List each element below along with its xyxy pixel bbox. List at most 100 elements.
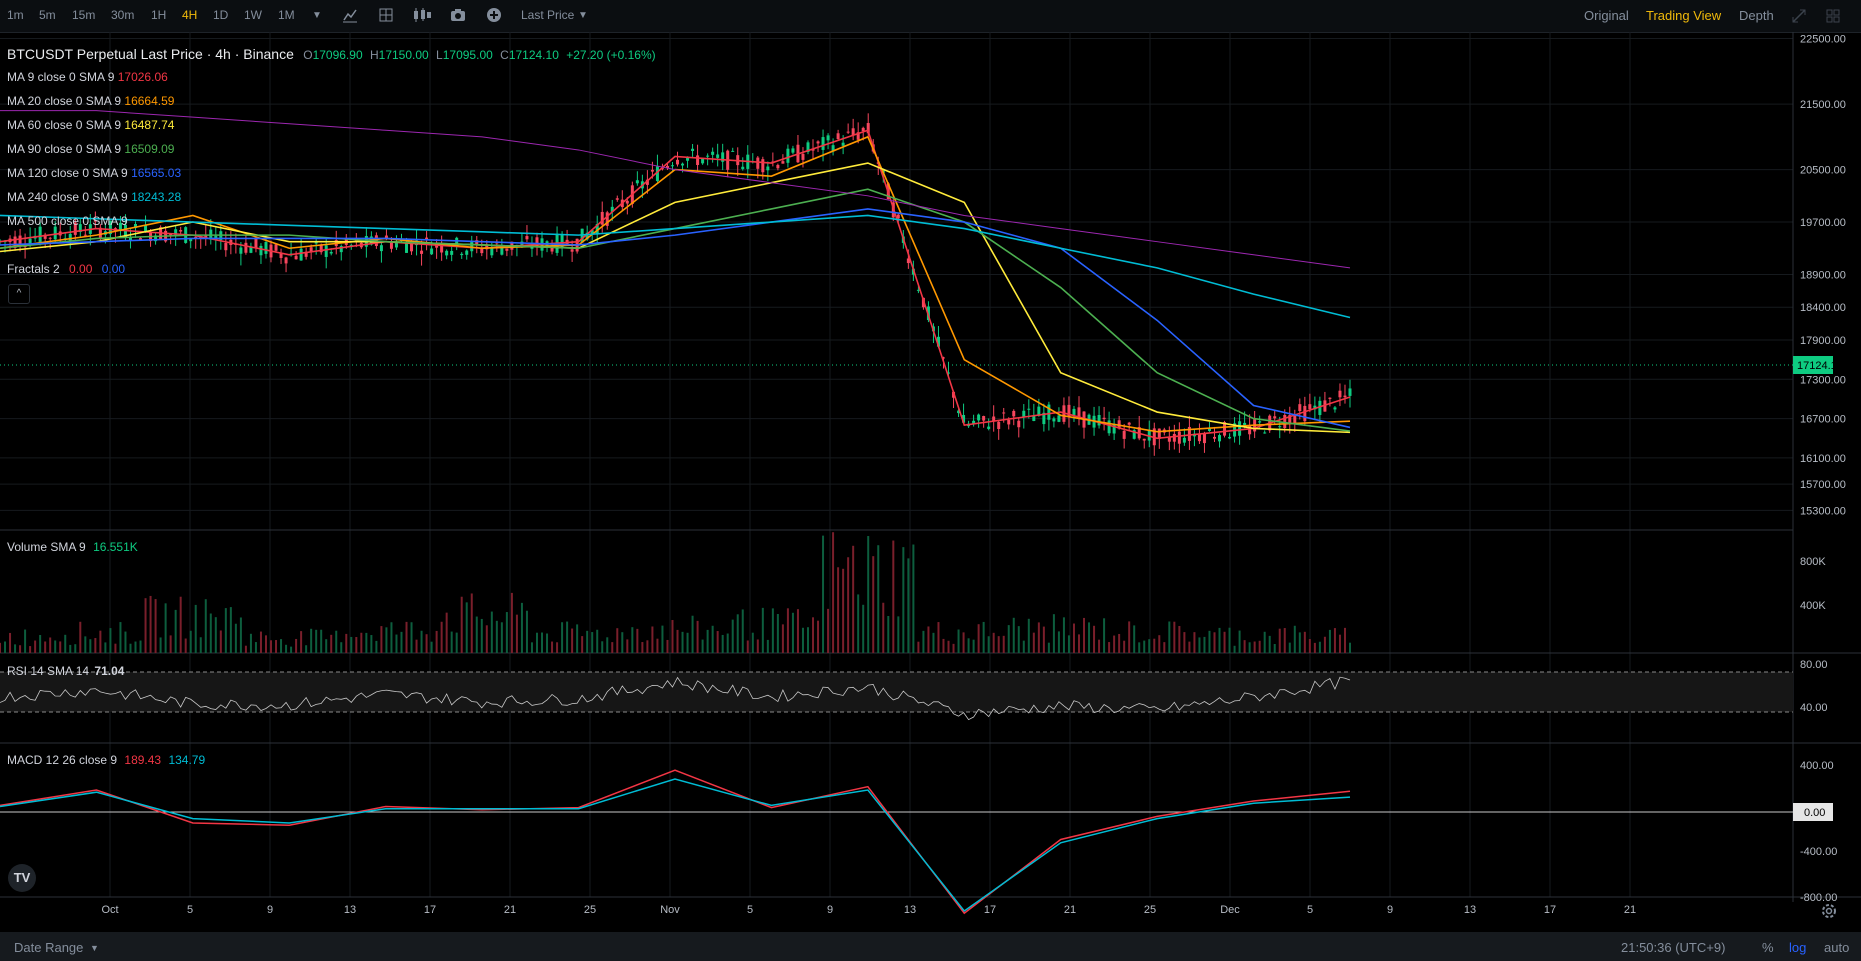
volume-bar bbox=[711, 625, 714, 653]
layout-grid-icon[interactable] bbox=[1825, 8, 1841, 27]
timeframe-dropdown-icon[interactable]: ▼ bbox=[312, 10, 322, 21]
volume-bar bbox=[9, 632, 12, 653]
volume-bar bbox=[425, 634, 428, 653]
timeframe-5m[interactable]: 5m bbox=[39, 8, 56, 22]
price-axis-label: 18400.00 bbox=[1800, 302, 1846, 314]
candle-body bbox=[309, 247, 313, 252]
log-toggle[interactable]: log bbox=[1789, 940, 1807, 955]
candle-body bbox=[1258, 421, 1262, 423]
volume-bar bbox=[89, 639, 92, 653]
volume-bar bbox=[962, 632, 965, 653]
price-axis-label: 20500.00 bbox=[1800, 165, 1846, 177]
symbol-title: BTCUSDT Perpetual Last Price · 4h · Bina… bbox=[7, 46, 294, 62]
volume-bar bbox=[947, 640, 950, 653]
candle-body bbox=[560, 233, 564, 248]
tradingview-logo[interactable]: TV bbox=[8, 864, 36, 892]
timeframe-1d[interactable]: 1D bbox=[213, 8, 229, 22]
volume-bar bbox=[465, 602, 468, 653]
camera-icon[interactable] bbox=[450, 7, 466, 26]
candle-body bbox=[475, 240, 479, 245]
volume-bar bbox=[254, 642, 257, 653]
volume-bar bbox=[385, 627, 388, 653]
ma90-legend[interactable]: MA 90 close 0 SMA 9 16509.09 bbox=[7, 142, 175, 156]
axes-layer: 22500.00 21500.00 20500.00 19700.00 18900.00… bbox=[101, 34, 1845, 916]
low-value: 17095.00 bbox=[442, 48, 493, 62]
volume-bar bbox=[1017, 626, 1020, 653]
ma120-legend[interactable]: MA 120 close 0 SMA 9 16565.03 bbox=[7, 166, 182, 180]
view-original[interactable]: Original bbox=[1584, 8, 1629, 23]
rsi-legend[interactable]: RSI 14 SMA 14 71.04 bbox=[7, 664, 125, 678]
candle-body bbox=[635, 180, 639, 184]
collapse-icon[interactable] bbox=[1791, 8, 1807, 27]
volume-bar bbox=[1343, 627, 1346, 653]
view-trading-view[interactable]: Trading View bbox=[1646, 8, 1722, 23]
macd-legend[interactable]: MACD 12 26 close 9 189.43 134.79 bbox=[7, 753, 206, 767]
volume-bar bbox=[1173, 621, 1176, 653]
ma-line-ma240 bbox=[0, 214, 1351, 319]
volume-bar bbox=[485, 625, 488, 653]
date-range-button[interactable]: Date Range bbox=[14, 940, 84, 955]
candle-body bbox=[68, 233, 72, 242]
volume-bar bbox=[771, 608, 774, 653]
candle-body bbox=[450, 250, 454, 255]
time-axis-label: 5 bbox=[1307, 904, 1313, 916]
settings-gear-icon[interactable] bbox=[1820, 902, 1838, 923]
price-type-chevron-icon[interactable]: ▼ bbox=[578, 10, 588, 21]
timeframe-1h[interactable]: 1H bbox=[151, 8, 167, 22]
volume-bar bbox=[380, 626, 383, 653]
candle-type-icon[interactable] bbox=[412, 7, 432, 26]
volume-bar bbox=[179, 596, 182, 653]
percent-toggle[interactable]: % bbox=[1762, 940, 1774, 955]
volume-legend[interactable]: Volume SMA 9 16.551K bbox=[7, 540, 138, 554]
candle-body bbox=[259, 245, 263, 256]
ma500-legend[interactable]: MA 500 close 0 SMA 9 bbox=[7, 214, 128, 228]
timeframe-1w[interactable]: 1W bbox=[244, 8, 262, 22]
ma240-value: 18243.28 bbox=[131, 190, 182, 204]
candle-body bbox=[405, 243, 409, 253]
price-chart[interactable]: 22500.00 21500.00 20500.00 19700.00 18900.00… bbox=[0, 32, 1861, 932]
volume-bar bbox=[1333, 628, 1336, 653]
volume-bar bbox=[1027, 618, 1030, 653]
indicators-icon[interactable] bbox=[342, 7, 358, 26]
macd-axis-label: -800.00 bbox=[1800, 892, 1837, 904]
timeframe-15m[interactable]: 15m bbox=[72, 8, 96, 22]
fractals-legend[interactable]: Fractals 2 0.00 0.00 bbox=[7, 262, 126, 276]
collapse-legend-button[interactable]: ^ bbox=[8, 284, 30, 304]
ma240-legend[interactable]: MA 240 close 0 SMA 9 18243.28 bbox=[7, 190, 182, 204]
volume-bar bbox=[104, 642, 107, 653]
volume-bar bbox=[1168, 621, 1171, 653]
volume-bar bbox=[4, 641, 7, 653]
candle-body bbox=[13, 236, 17, 248]
volume-bar bbox=[435, 630, 438, 653]
price-type-select[interactable]: Last Price bbox=[521, 8, 575, 22]
volume-bar bbox=[234, 623, 237, 653]
volume-bar bbox=[515, 614, 518, 653]
macd-axis-label: -400.00 bbox=[1800, 846, 1837, 858]
rsi-line-layer bbox=[0, 676, 1351, 721]
candle-body bbox=[1308, 404, 1312, 410]
ma9-legend[interactable]: MA 9 close 0 SMA 9 17026.06 bbox=[7, 70, 168, 84]
view-depth[interactable]: Depth bbox=[1739, 8, 1774, 23]
volume-bar bbox=[280, 639, 283, 653]
candle-body bbox=[525, 236, 529, 240]
timeframe-30m[interactable]: 30m bbox=[111, 8, 135, 22]
grid-layout-icon[interactable] bbox=[378, 7, 394, 26]
auto-toggle[interactable]: auto bbox=[1824, 940, 1850, 955]
volume-bar bbox=[54, 640, 57, 653]
ma60-legend[interactable]: MA 60 close 0 SMA 9 16487.74 bbox=[7, 118, 175, 132]
date-range-chevron-icon[interactable]: ▼ bbox=[90, 943, 99, 953]
timeframe-1m[interactable]: 1m bbox=[7, 8, 24, 22]
timeframe-4h[interactable]: 4H bbox=[182, 8, 198, 22]
ma20-legend[interactable]: MA 20 close 0 SMA 9 16664.59 bbox=[7, 94, 175, 108]
volume-bar bbox=[1088, 622, 1091, 653]
candle-body bbox=[665, 165, 669, 169]
timeframe-1m-month[interactable]: 1M bbox=[278, 8, 295, 22]
candle-body bbox=[154, 235, 158, 242]
volume-bar bbox=[987, 636, 990, 653]
volume-bar bbox=[1098, 639, 1101, 653]
volume-bar bbox=[1293, 625, 1296, 653]
candle-body bbox=[314, 242, 318, 244]
add-indicator-icon[interactable] bbox=[486, 7, 502, 26]
candle-body bbox=[1177, 431, 1181, 444]
volume-bar bbox=[952, 643, 955, 653]
